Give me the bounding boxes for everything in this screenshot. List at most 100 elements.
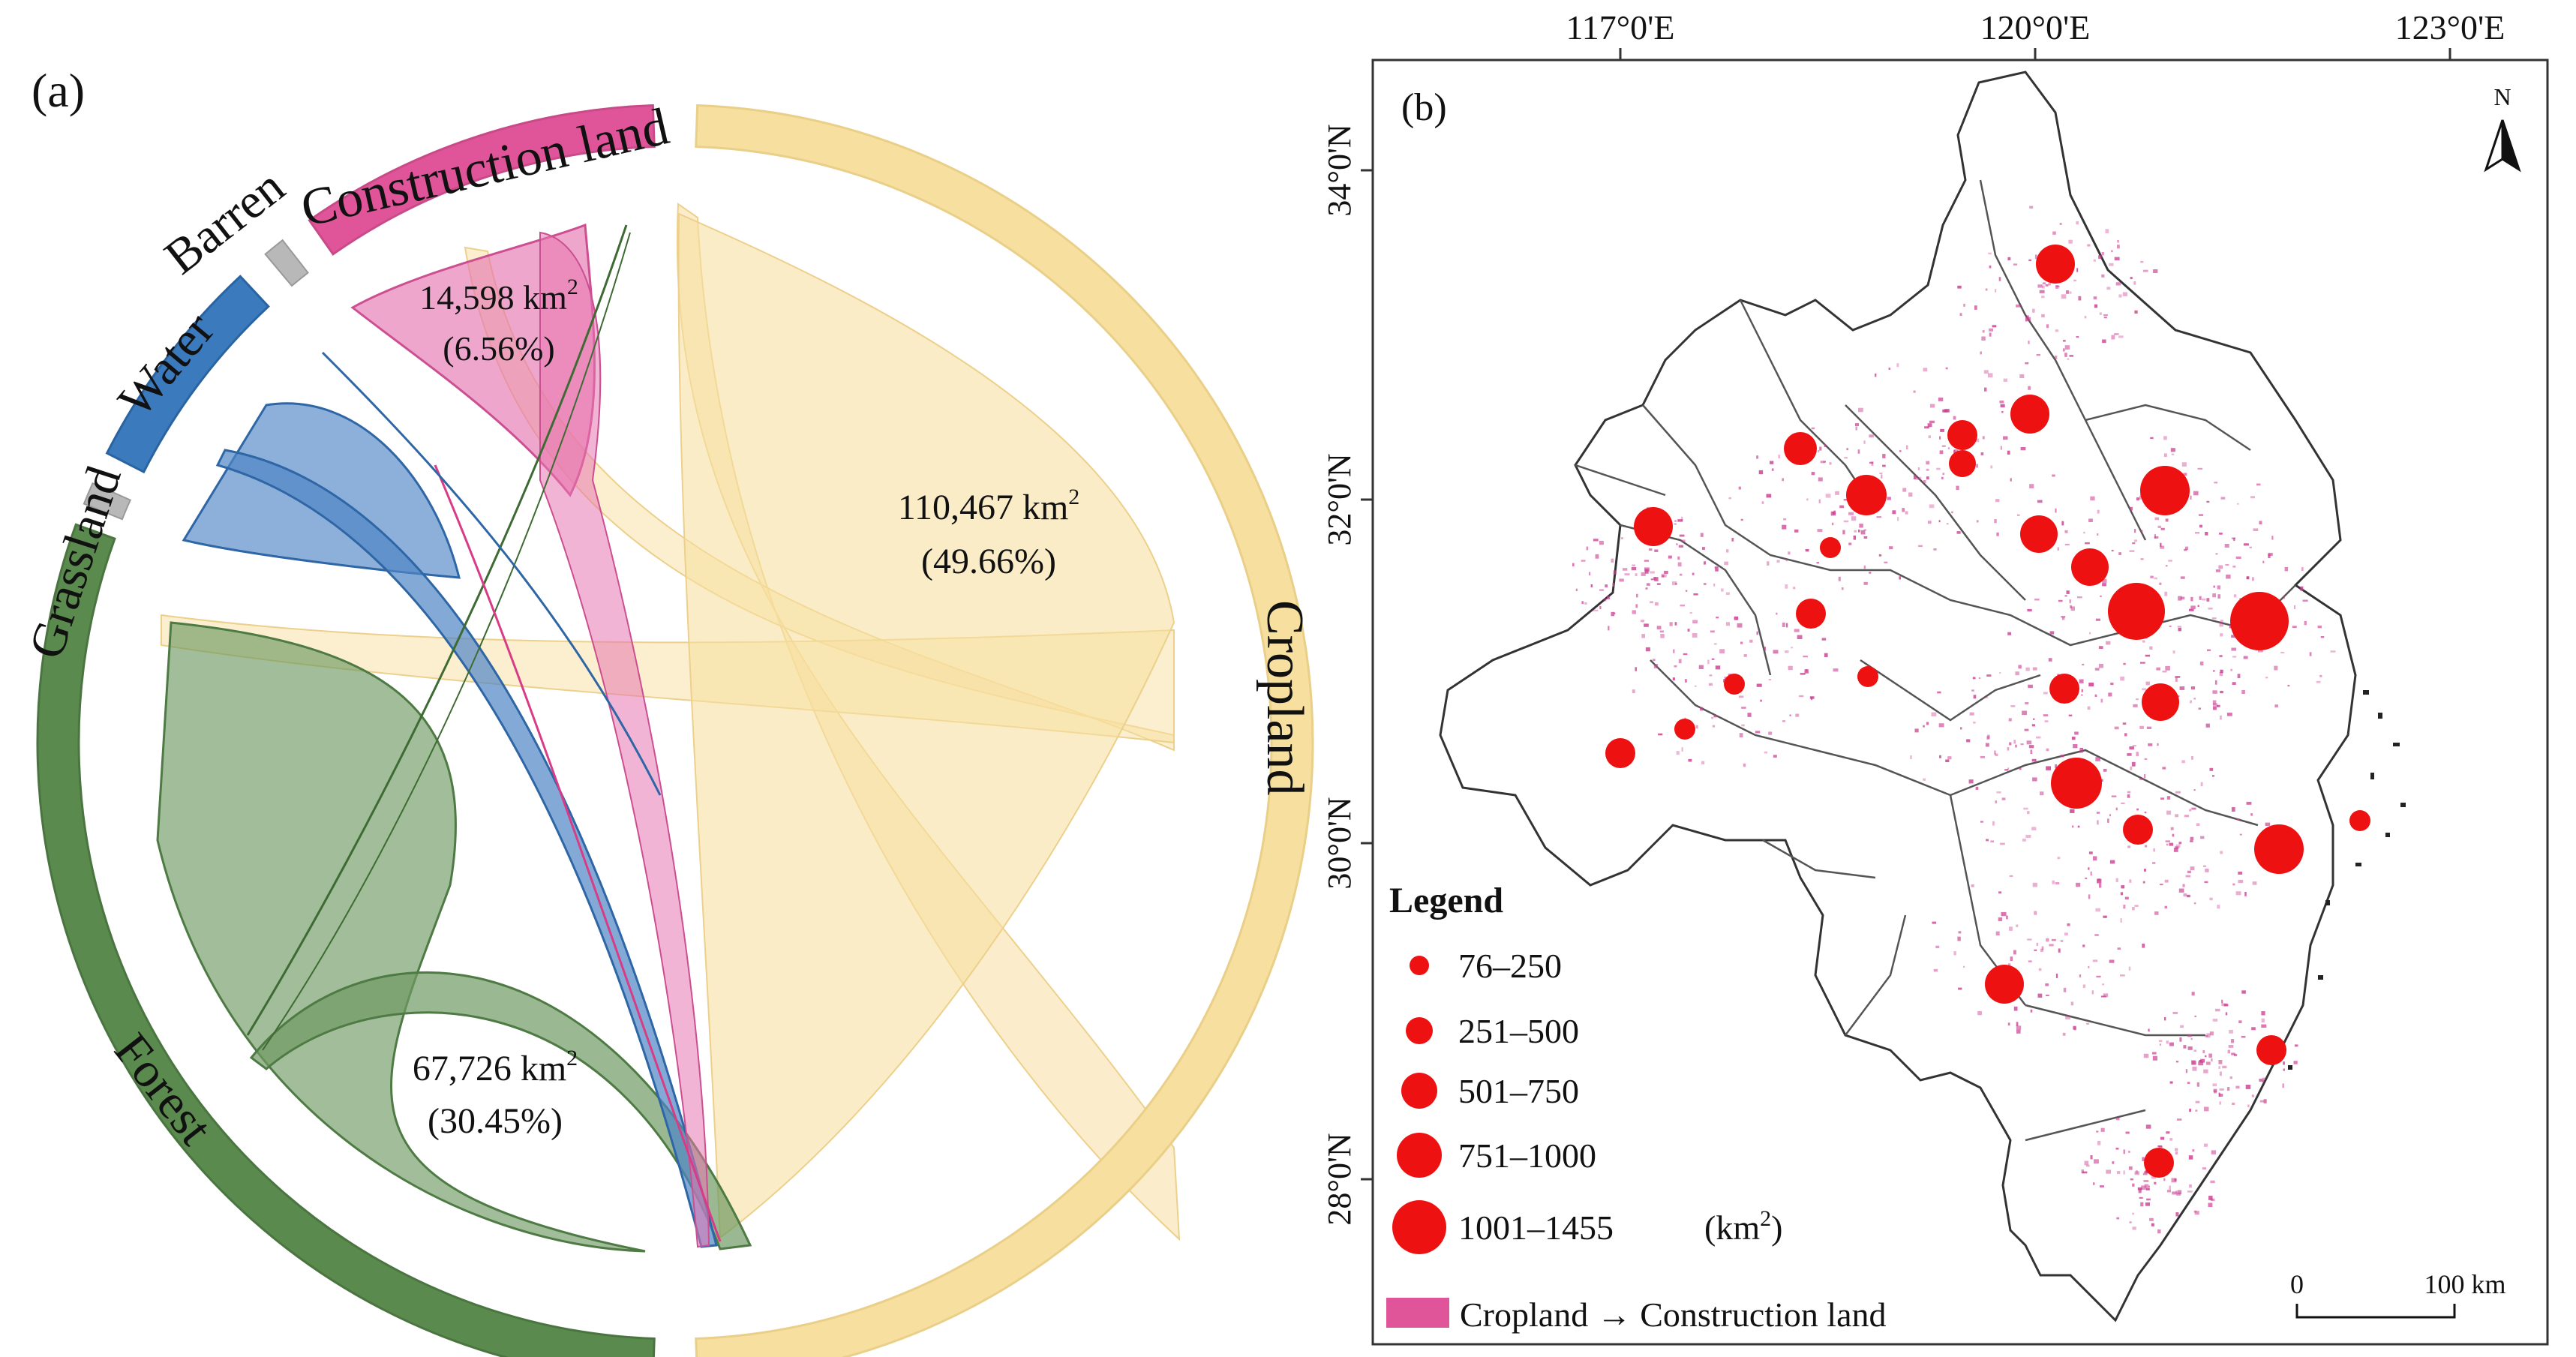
change-patch bbox=[2120, 918, 2122, 923]
change-patch bbox=[2172, 1011, 2178, 1014]
city-circle bbox=[1634, 507, 1673, 546]
change-patch bbox=[2098, 663, 2103, 668]
change-patch bbox=[2189, 809, 2192, 812]
change-patch bbox=[2057, 857, 2061, 860]
change-patch bbox=[2175, 1148, 2178, 1151]
change-patch bbox=[1572, 563, 1575, 566]
change-patch bbox=[2028, 684, 2033, 689]
change-patch bbox=[2016, 1029, 2021, 1034]
change-patch bbox=[2063, 987, 2067, 992]
change-patch bbox=[2205, 1061, 2211, 1065]
change-patch bbox=[1939, 450, 1944, 455]
change-patch bbox=[2219, 1071, 2222, 1076]
change-patch bbox=[2142, 269, 2148, 272]
change-patch bbox=[2094, 304, 2098, 308]
change-patch bbox=[2317, 625, 2322, 629]
city-circle bbox=[2010, 395, 2049, 434]
change-patch bbox=[2237, 674, 2241, 679]
change-patch bbox=[1764, 647, 1767, 651]
change-patch bbox=[2102, 339, 2106, 344]
change-patch bbox=[1985, 288, 1988, 291]
change-patch bbox=[2235, 818, 2241, 821]
change-patch bbox=[2041, 946, 2044, 950]
change-patch bbox=[2160, 542, 2162, 547]
change-patch bbox=[1931, 712, 1937, 716]
legend-class-3: 501–750 bbox=[1458, 1072, 1579, 1110]
change-patch bbox=[1673, 649, 1675, 653]
change-patch bbox=[2000, 842, 2005, 845]
city-circle bbox=[2254, 824, 2304, 874]
change-patch bbox=[2064, 353, 2067, 357]
change-patch bbox=[2160, 527, 2165, 530]
change-patch bbox=[2061, 617, 2065, 620]
change-patch bbox=[1711, 716, 1714, 719]
flow-unit-sup: 2 bbox=[1068, 485, 1079, 509]
change-patch bbox=[1723, 679, 1726, 683]
change-patch bbox=[2019, 374, 2025, 378]
change-patch bbox=[2090, 1155, 2093, 1160]
change-patch bbox=[1838, 576, 1841, 581]
change-patch bbox=[1669, 622, 1673, 626]
change-patch bbox=[1631, 567, 1637, 571]
change-patch bbox=[2127, 794, 2130, 798]
change-patch bbox=[2187, 1034, 2192, 1037]
change-patch bbox=[2009, 742, 2012, 746]
change-patch bbox=[1692, 572, 1695, 575]
change-patch bbox=[1823, 461, 1826, 463]
change-patch bbox=[2007, 257, 2011, 260]
change-patch bbox=[2055, 882, 2060, 884]
flow-share: (49.66%) bbox=[921, 542, 1056, 581]
change-patch bbox=[1664, 574, 1667, 578]
change-patch bbox=[1656, 583, 1661, 585]
change-patch bbox=[1794, 629, 1800, 632]
change-patch bbox=[2095, 757, 2101, 761]
change-patch bbox=[2159, 884, 2163, 886]
change-patch bbox=[1939, 755, 1941, 758]
change-patch bbox=[2079, 747, 2083, 750]
change-patch bbox=[2238, 1020, 2242, 1023]
change-patch bbox=[1614, 612, 1616, 614]
change-patch bbox=[2144, 1184, 2149, 1188]
change-patch bbox=[2069, 599, 2071, 604]
change-patch bbox=[2032, 667, 2037, 671]
change-patch bbox=[2197, 467, 2203, 470]
change-patch bbox=[2193, 491, 2199, 496]
change-patch bbox=[1632, 564, 1636, 566]
ribbon-thin-pink bbox=[434, 464, 722, 1242]
scale-zero: 0 bbox=[2290, 1269, 2304, 1299]
change-patch bbox=[2205, 532, 2208, 536]
change-patch bbox=[2232, 566, 2236, 568]
city-circle bbox=[1674, 719, 1695, 740]
change-patch bbox=[2177, 626, 2181, 628]
change-patch bbox=[2232, 682, 2236, 685]
change-patch bbox=[2109, 263, 2114, 266]
change-patch bbox=[2220, 851, 2223, 854]
change-patch bbox=[2153, 269, 2158, 273]
change-patch bbox=[2045, 284, 2049, 287]
change-patch bbox=[2098, 646, 2103, 649]
change-patch bbox=[2246, 576, 2250, 580]
change-patch bbox=[1832, 512, 1834, 515]
change-patch bbox=[1875, 373, 1877, 377]
change-patch bbox=[2134, 1171, 2139, 1175]
change-patch bbox=[2193, 1210, 2197, 1213]
change-patch bbox=[2111, 550, 2114, 552]
change-patch bbox=[1674, 520, 1677, 522]
change-patch bbox=[2169, 1081, 2173, 1084]
change-patch bbox=[2068, 239, 2073, 244]
change-patch bbox=[2114, 257, 2120, 261]
change-patch bbox=[2189, 1184, 2192, 1188]
change-patch bbox=[2162, 671, 2167, 673]
change-patch bbox=[2115, 282, 2121, 286]
change-patch bbox=[2122, 292, 2127, 296]
change-patch bbox=[2132, 1212, 2134, 1215]
change-patch bbox=[2049, 944, 2054, 947]
city-circle bbox=[2142, 683, 2179, 721]
change-patch bbox=[1778, 455, 1781, 458]
change-patch bbox=[1929, 504, 1935, 509]
change-patch bbox=[1785, 623, 1788, 628]
change-patch bbox=[2043, 692, 2048, 695]
change-patch bbox=[2128, 1166, 2133, 1170]
change-patch bbox=[2007, 963, 2011, 966]
sector-label-cropland: Cropland bbox=[1256, 600, 1314, 796]
